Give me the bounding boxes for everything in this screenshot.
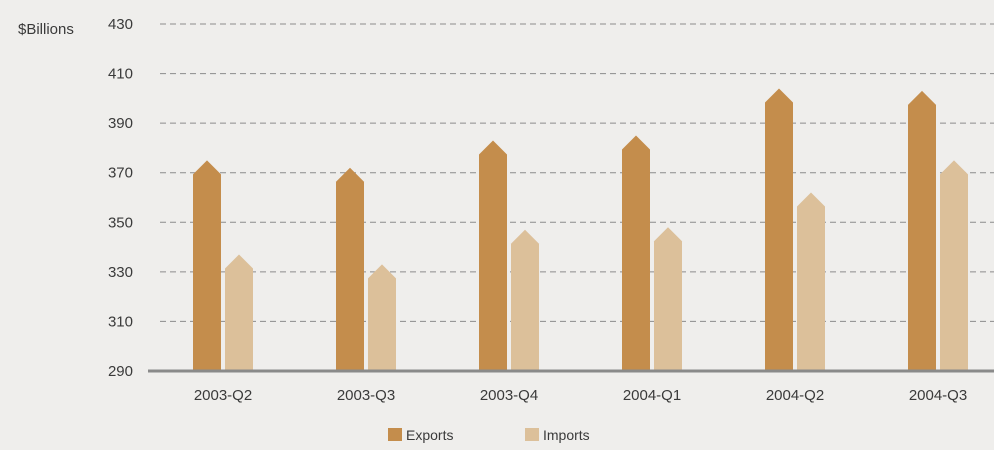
bar-imports-2003-q4 [511,229,539,371]
bar-imports-2004-q1 [654,227,682,371]
bar-exports-2003-q2 [193,160,221,371]
y-tick-label: 350 [108,214,133,231]
y-tick-label: 390 [108,115,133,132]
bar-imports-2004-q3 [940,160,968,371]
bars [193,88,968,372]
y-tick-label: 310 [108,313,133,330]
bar-exports-2004-q3 [908,90,936,372]
bar-imports-2003-q3 [368,264,396,371]
bar-exports-2004-q2 [765,88,793,371]
bar-exports-2003-q4 [479,140,507,371]
y-tick-label: 370 [108,165,133,182]
bar-exports-2004-q1 [622,135,650,371]
legend-swatch-imports [525,428,539,441]
bar-exports-2003-q3 [336,167,364,371]
x-tick-label: 2004-Q3 [909,387,967,404]
legend-swatch-exports [388,428,402,441]
bar-imports-2004-q2 [797,192,825,371]
legend-label-imports: Imports [543,427,590,443]
y-axis-label: $Billions [18,21,74,38]
x-tick-label: 2004-Q2 [766,387,824,404]
x-tick-label: 2003-Q2 [194,387,252,404]
legend-label-exports: Exports [406,427,453,443]
y-tick-label: 410 [108,66,133,83]
x-tick-labels: 2003-Q2 2003-Q3 2003-Q4 2004-Q1 2004-Q2 2004-… [194,387,967,404]
bar-imports-2003-q2 [225,254,253,371]
y-tick-label: 330 [108,264,133,281]
x-tick-label: 2003-Q4 [480,387,538,404]
y-tick-labels: 290 310 330 350 370 390 410 430 [108,16,133,380]
x-tick-label: 2004-Q1 [623,387,681,404]
x-tick-label: 2003-Q3 [337,387,395,404]
gridlines [160,23,994,322]
y-tick-label: 430 [108,16,133,33]
legend: Exports Imports [388,427,590,443]
y-tick-label: 290 [108,363,133,380]
